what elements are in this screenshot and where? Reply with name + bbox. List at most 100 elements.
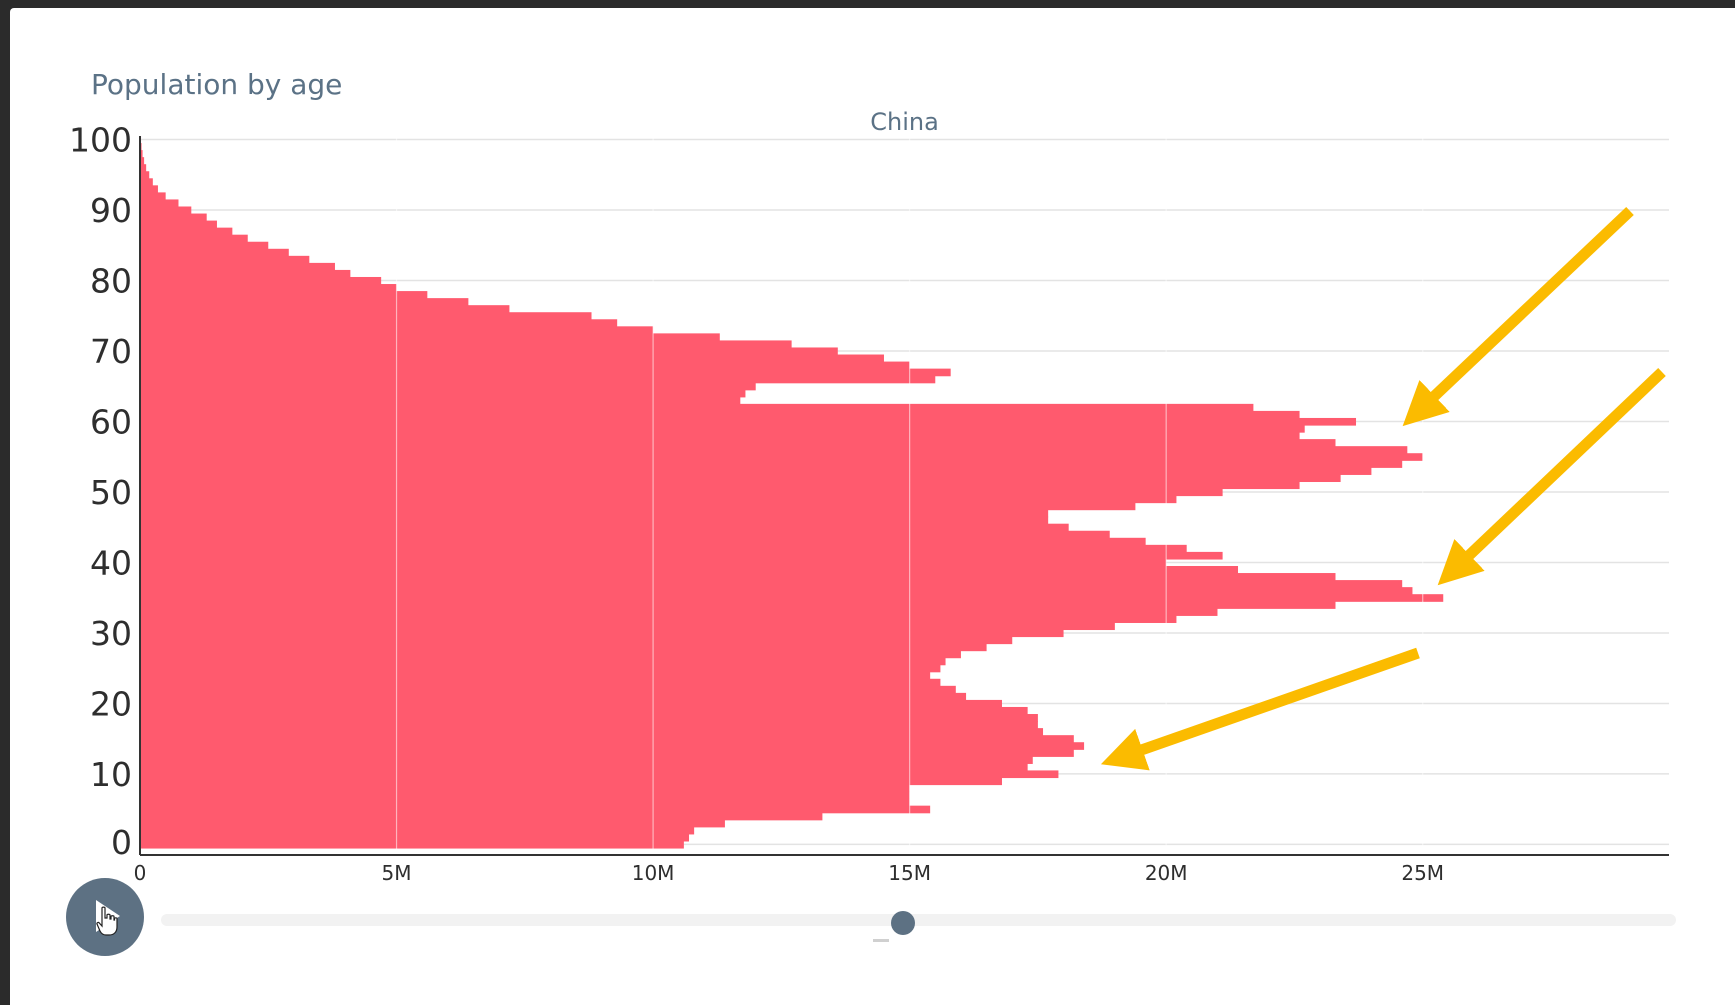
bar[interactable] xyxy=(140,580,1403,588)
bar[interactable] xyxy=(140,629,1064,638)
bar[interactable] xyxy=(140,777,1002,786)
bar[interactable] xyxy=(140,749,1074,757)
bar[interactable] xyxy=(140,417,1357,426)
bar[interactable] xyxy=(140,706,1028,715)
bar[interactable] xyxy=(140,763,1028,772)
bar[interactable] xyxy=(140,389,746,398)
bar[interactable] xyxy=(140,164,147,172)
bar[interactable] xyxy=(140,587,1413,595)
bar[interactable] xyxy=(140,284,397,292)
bar[interactable] xyxy=(140,192,166,201)
bar[interactable] xyxy=(140,453,1423,461)
bar[interactable] xyxy=(140,432,1300,440)
bar[interactable] xyxy=(140,157,145,165)
bar[interactable] xyxy=(140,819,725,828)
bar[interactable] xyxy=(140,770,1059,779)
bar[interactable] xyxy=(140,791,910,800)
bar[interactable] xyxy=(140,756,1033,764)
bar[interactable] xyxy=(140,784,910,793)
bar[interactable] xyxy=(140,530,1110,539)
bar[interactable] xyxy=(140,502,1136,511)
bar[interactable] xyxy=(140,594,1444,602)
bar[interactable] xyxy=(140,199,179,208)
timeline-slider[interactable] xyxy=(161,914,1676,926)
bar[interactable] xyxy=(140,474,1341,483)
bar[interactable] xyxy=(140,291,428,299)
bar[interactable] xyxy=(140,714,1038,722)
bar[interactable] xyxy=(140,671,931,680)
bar[interactable] xyxy=(140,382,756,391)
bar[interactable] xyxy=(140,721,1038,729)
bar[interactable] xyxy=(140,396,741,405)
bar[interactable] xyxy=(140,276,382,285)
bar[interactable] xyxy=(140,798,910,807)
bar[interactable] xyxy=(140,812,823,821)
bar[interactable] xyxy=(140,840,684,849)
bar[interactable] xyxy=(140,495,1177,504)
bar[interactable] xyxy=(140,269,351,278)
bar[interactable] xyxy=(140,460,1403,468)
bar[interactable] xyxy=(140,678,941,687)
bar[interactable] xyxy=(140,636,1013,645)
bar[interactable] xyxy=(140,664,941,673)
bar[interactable] xyxy=(140,742,1085,750)
bar[interactable] xyxy=(140,347,838,356)
bar[interactable] xyxy=(140,685,956,694)
bar[interactable] xyxy=(140,333,720,342)
bar[interactable] xyxy=(140,241,269,250)
bar[interactable] xyxy=(140,375,936,384)
bar[interactable] xyxy=(140,805,931,814)
bar[interactable] xyxy=(140,516,1049,525)
bar[interactable] xyxy=(140,248,289,257)
bar[interactable] xyxy=(140,255,310,264)
bar[interactable] xyxy=(140,488,1223,497)
bar[interactable] xyxy=(140,213,207,222)
bar[interactable] xyxy=(140,481,1300,490)
bar[interactable] xyxy=(140,227,233,236)
bar[interactable] xyxy=(140,650,961,659)
bar[interactable] xyxy=(140,262,335,271)
bar[interactable] xyxy=(140,319,618,327)
bar[interactable] xyxy=(140,544,1187,553)
bar[interactable] xyxy=(140,826,695,835)
bar[interactable] xyxy=(140,312,592,320)
bar[interactable] xyxy=(140,185,158,193)
bar[interactable] xyxy=(140,410,1300,419)
bar[interactable] xyxy=(140,833,690,842)
bar[interactable] xyxy=(140,446,1408,454)
bar[interactable] xyxy=(140,354,884,363)
bar[interactable] xyxy=(140,403,1254,412)
bar[interactable] xyxy=(140,439,1336,447)
bar[interactable] xyxy=(140,361,910,370)
bar[interactable] xyxy=(140,692,967,701)
bar[interactable] xyxy=(140,735,1074,743)
bar[interactable] xyxy=(140,220,217,229)
bar[interactable] xyxy=(140,622,1115,631)
bar[interactable] xyxy=(140,615,1177,623)
bar[interactable] xyxy=(140,234,248,243)
bar[interactable] xyxy=(140,425,1305,433)
bar[interactable] xyxy=(140,340,792,349)
bar[interactable] xyxy=(140,509,1049,518)
bar[interactable] xyxy=(140,298,469,306)
bar[interactable] xyxy=(140,178,153,186)
bar[interactable] xyxy=(140,368,951,377)
bar[interactable] xyxy=(140,573,1336,581)
bar[interactable] xyxy=(140,601,1336,609)
bar[interactable] xyxy=(140,657,946,666)
play-button[interactable] xyxy=(66,878,144,956)
bar[interactable] xyxy=(140,551,1223,560)
bar[interactable] xyxy=(140,171,150,179)
bar[interactable] xyxy=(140,537,1146,546)
bar[interactable] xyxy=(140,728,1044,736)
bar[interactable] xyxy=(140,523,1069,532)
bar[interactable] xyxy=(140,565,1239,574)
bar[interactable] xyxy=(140,305,510,313)
bar[interactable] xyxy=(140,467,1372,475)
bar[interactable] xyxy=(140,699,1002,708)
timeline-slider-handle[interactable] xyxy=(891,911,916,935)
bar[interactable] xyxy=(140,608,1218,616)
bar[interactable] xyxy=(140,206,192,215)
bar[interactable] xyxy=(140,643,987,652)
bar[interactable] xyxy=(140,150,143,158)
